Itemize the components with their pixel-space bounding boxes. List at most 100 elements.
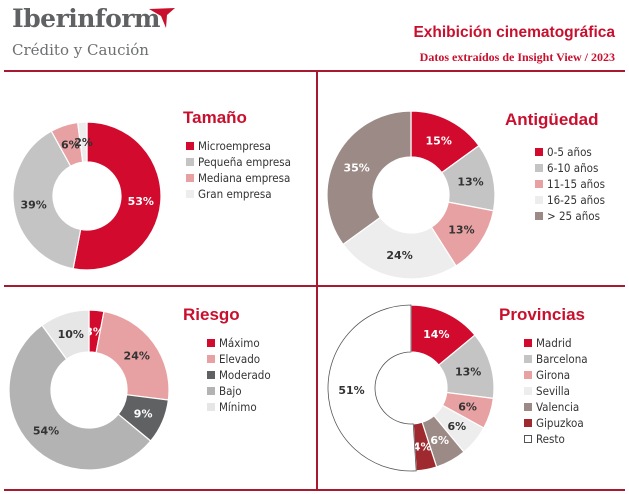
legend-swatch (186, 142, 194, 150)
legend-item-provincias-sevilla: Sevilla (524, 383, 588, 399)
data-label-riesgo-elevado: 24% (124, 349, 150, 362)
legend-swatch (535, 164, 543, 172)
legend-swatch (186, 158, 194, 166)
legend-label: 11-15 años (547, 177, 605, 191)
data-label-riesgo-minimo: 10% (58, 328, 84, 341)
donut-chart-riesgo: 3%24%9%54%10% (8, 309, 170, 471)
legend-riesgo: Máximo Elevado Moderado Bajo Mínimo (207, 335, 271, 415)
legend-swatch (207, 339, 215, 347)
legend-swatch (186, 190, 194, 198)
donut-chart-provincias: 14%13%6%6%6%4%51% (327, 304, 495, 472)
legend-item-riesgo-bajo: Bajo (207, 383, 271, 399)
page-title: Exhibición cinematográfica (413, 24, 615, 41)
data-label-provincias-gipuzkoa: 4% (413, 440, 432, 453)
legend-item-antiguedad-6-10-anos: 6-10 años (535, 160, 605, 176)
legend-swatch (207, 371, 215, 379)
chart-title-tamano: Tamaño (183, 108, 247, 127)
data-label-antiguedad-25-anos: 35% (343, 161, 369, 174)
legend-provincias: Madrid Barcelona Girona Sevilla Valencia Gipu… (524, 335, 588, 447)
legend-item-provincias-barcelona: Barcelona (524, 351, 588, 367)
data-label-riesgo-bajo: 54% (33, 424, 59, 437)
legend-label: > 25 años (547, 209, 601, 223)
legend-swatch (524, 355, 532, 363)
legend-label: Mínimo (219, 400, 257, 414)
legend-item-tamano-microempresa: Microempresa (186, 138, 291, 154)
legend-item-antiguedad-16-25-anos: 16-25 años (535, 192, 605, 208)
data-label-provincias-resto: 51% (338, 384, 364, 397)
data-label-antiguedad-0-5-anos: 15% (426, 135, 452, 148)
legend-item-riesgo-elevado: Elevado (207, 351, 271, 367)
data-label-provincias-sevilla: 6% (448, 420, 467, 433)
legend-label: 6-10 años (547, 161, 599, 175)
legend-label: Madrid (536, 336, 572, 350)
legend-label: Valencia (536, 400, 580, 414)
legend-label: Pequeña empresa (198, 155, 291, 169)
legend-label: Elevado (219, 352, 261, 366)
legend-item-riesgo-maximo: Máximo (207, 335, 271, 351)
middle-divider (4, 285, 625, 287)
data-label-provincias-valencia: 6% (430, 434, 449, 447)
data-label-antiguedad-16-25-anos: 24% (386, 249, 412, 262)
legend-swatch (524, 339, 532, 347)
legend-swatch (207, 387, 215, 395)
chart-title-provincias: Provincias (499, 305, 585, 324)
legend-item-provincias-gipuzkoa: Gipuzkoa (524, 415, 588, 431)
legend-label: Mediana empresa (198, 171, 291, 185)
slice-antiguedad-16-25-anos (342, 216, 457, 280)
legend-label: Gran empresa (198, 187, 272, 201)
slice-riesgo-bajo (8, 324, 152, 471)
logo-wing-icon (149, 8, 175, 28)
legend-label: Microempresa (198, 139, 271, 153)
legend-swatch (207, 403, 215, 411)
slice-tamano-pequena-empresa (12, 130, 82, 270)
legend-swatch (535, 196, 543, 204)
logo-subtitle: Crédito y Caución (12, 41, 149, 59)
legend-swatch (524, 419, 532, 427)
data-label-tamano-pequena-empresa: 39% (20, 198, 46, 211)
slice-antiguedad-25-anos (326, 110, 412, 246)
data-label-tamano-gran-empresa: 2% (74, 136, 93, 149)
slice-riesgo-minimo (41, 309, 90, 361)
legend-item-riesgo-moderado: Moderado (207, 367, 271, 383)
legend-label: Sevilla (536, 384, 571, 398)
legend-label: 0-5 años (547, 145, 592, 159)
legend-swatch (524, 371, 532, 379)
legend-antiguedad: 0-5 años 6-10 años 11-15 años 16-25 años > 2… (535, 144, 605, 224)
legend-label: Bajo (219, 384, 242, 398)
legend-item-provincias-girona: Girona (524, 367, 588, 383)
legend-swatch (535, 212, 543, 220)
data-label-provincias-madrid: 14% (423, 328, 449, 341)
legend-item-antiguedad-25-anos: > 25 años (535, 208, 605, 224)
legend-item-riesgo-minimo: Mínimo (207, 399, 271, 415)
chart-title-antiguedad: Antigüedad (505, 110, 599, 129)
chart-title-riesgo: Riesgo (183, 305, 240, 324)
logo-text: Iberinform (12, 4, 160, 33)
legend-label: 16-25 años (547, 193, 605, 207)
donut-chart-antiguedad: 15% 13% 13% 24% 35% (326, 110, 496, 280)
page-subtitle: Datos extraídos de Insight View / 2023 (419, 50, 615, 64)
legend-tamano: Microempresa Pequeña empresa Mediana empre… (186, 138, 291, 202)
data-label-provincias-girona: 6% (458, 400, 477, 413)
data-label-antiguedad-11-15-anos: 13% (448, 223, 474, 236)
legend-item-provincias-madrid: Madrid (524, 335, 588, 351)
bottom-divider (4, 489, 625, 491)
header-divider (4, 70, 625, 72)
legend-swatch (207, 355, 215, 363)
data-label-provincias-barcelona: 13% (455, 365, 481, 378)
legend-item-provincias-resto: Resto (524, 431, 588, 447)
legend-swatch (524, 387, 532, 395)
legend-item-tamano-mediana-empresa: Mediana empresa (186, 170, 291, 186)
data-label-tamano-microempresa: 53% (128, 195, 154, 208)
data-label-riesgo-moderado: 9% (134, 407, 153, 420)
slice-tamano-microempresa (72, 121, 162, 271)
slice-tamano-gran-empresa (77, 121, 88, 163)
legend-swatch (524, 403, 532, 411)
legend-label: Barcelona (536, 352, 588, 366)
legend-item-provincias-valencia: Valencia (524, 399, 588, 415)
legend-label: Gipuzkoa (536, 416, 584, 430)
center-divider (316, 70, 318, 491)
legend-swatch (535, 148, 543, 156)
slice-riesgo-elevado (95, 310, 170, 401)
legend-item-antiguedad-11-15-anos: 11-15 años (535, 176, 605, 192)
legend-label: Girona (536, 368, 571, 382)
